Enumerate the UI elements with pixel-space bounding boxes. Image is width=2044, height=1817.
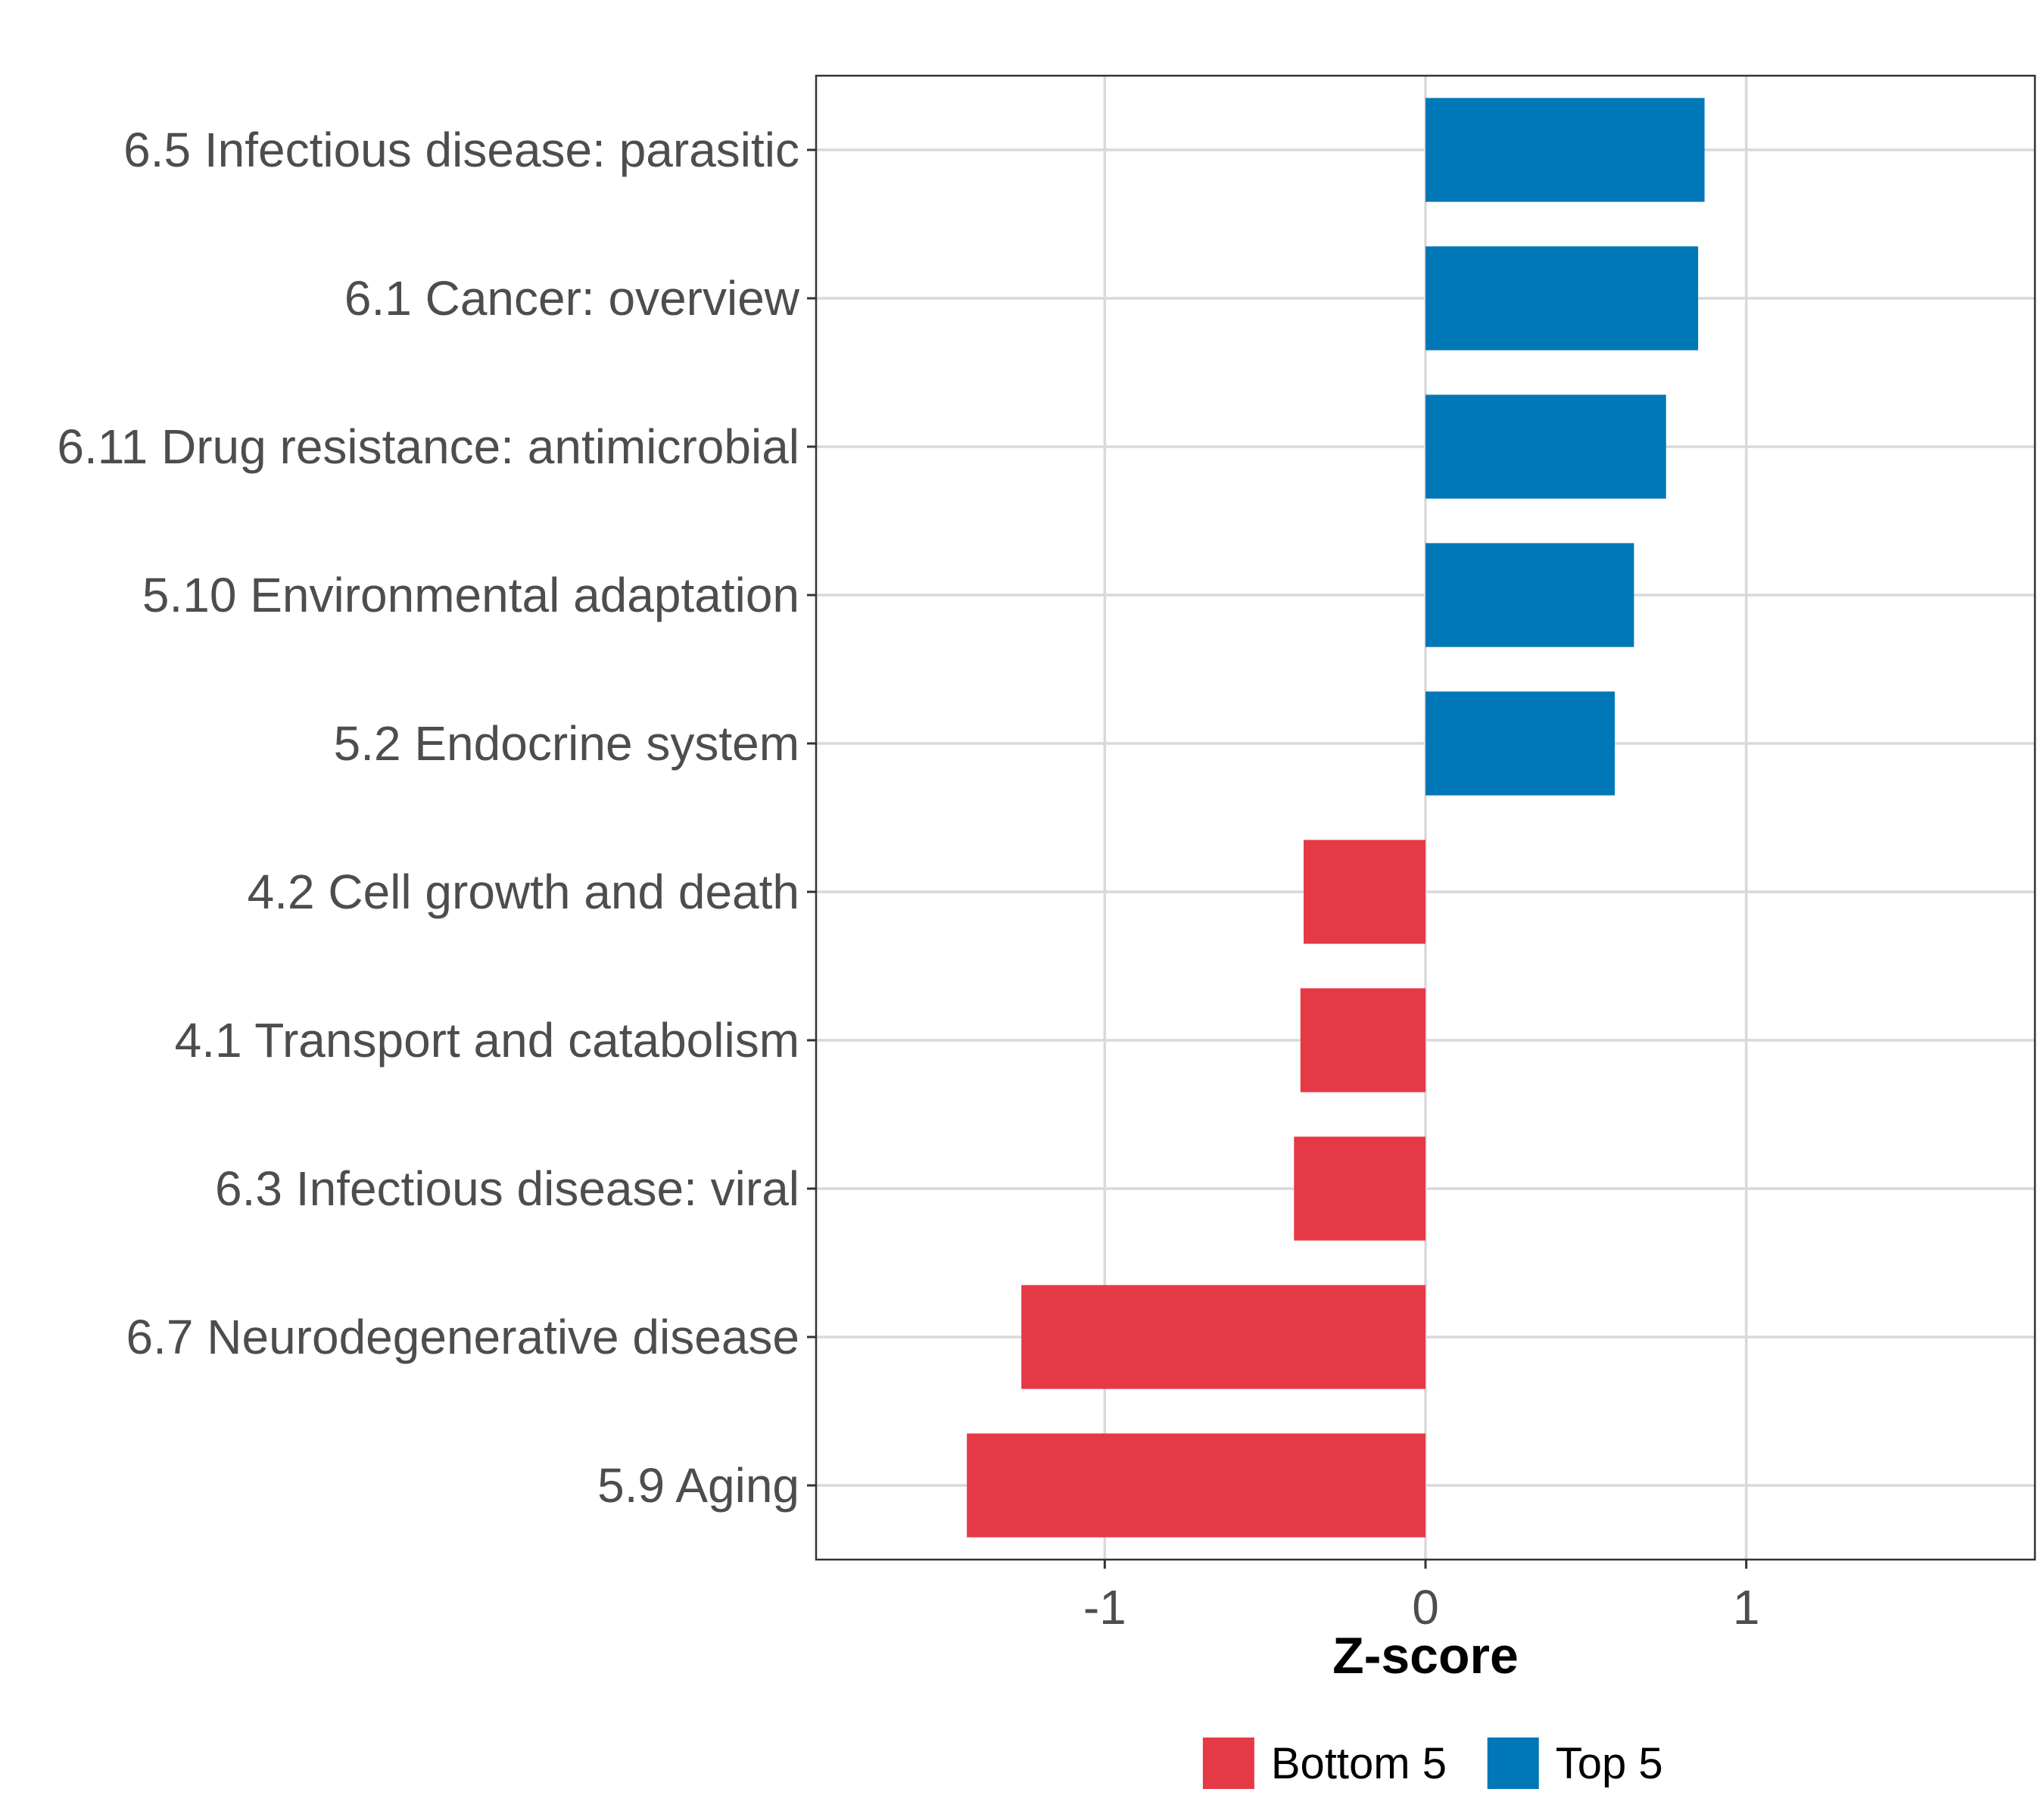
bar [1300, 988, 1426, 1092]
bar [1304, 840, 1426, 944]
y-tick-label: 5.2 Endocrine system [334, 716, 799, 771]
x-tick-label: 1 [1733, 1580, 1760, 1635]
legend-swatch [1487, 1738, 1539, 1789]
y-tick-label: 5.9 Aging [597, 1458, 799, 1513]
y-axis: 6.5 Infectious disease: parasitic 6.1 Can… [57, 123, 816, 1513]
legend-label: Bottom 5 [1271, 1739, 1447, 1788]
y-tick-label: 5.10 Environmental adaptation [142, 568, 799, 622]
x-axis-title: Z-score [1332, 1627, 1519, 1685]
x-tick-label: 0 [1412, 1580, 1439, 1635]
x-tick-label: -1 [1083, 1580, 1126, 1635]
y-tick-label: 6.1 Cancer: overview [344, 271, 800, 326]
bar [1426, 691, 1615, 796]
legend: Bottom 5 Top 5 [1202, 1738, 1663, 1789]
legend-swatch [1202, 1738, 1254, 1789]
bar [1021, 1285, 1426, 1389]
bar [967, 1433, 1426, 1538]
y-tick-label: 6.5 Infectious disease: parasitic [123, 123, 799, 177]
y-tick-label: 6.11 Drug resistance: antimicrobial [57, 419, 799, 474]
bar [1294, 1136, 1426, 1241]
bars [967, 98, 1705, 1538]
legend-label: Top 5 [1556, 1739, 1663, 1788]
bar [1426, 98, 1705, 202]
y-tick-label: 4.2 Cell growth and death [248, 865, 799, 919]
y-tick-label: 6.7 Neurodegenerative disease [126, 1310, 800, 1364]
bar [1426, 543, 1634, 647]
x-axis: -1 0 1 [1083, 1560, 1760, 1635]
bar [1426, 394, 1666, 499]
y-tick-label: 4.1 Transport and catabolism [175, 1013, 799, 1067]
bar [1426, 246, 1699, 351]
y-tick-label: 6.3 Infectious disease: viral [215, 1161, 799, 1216]
